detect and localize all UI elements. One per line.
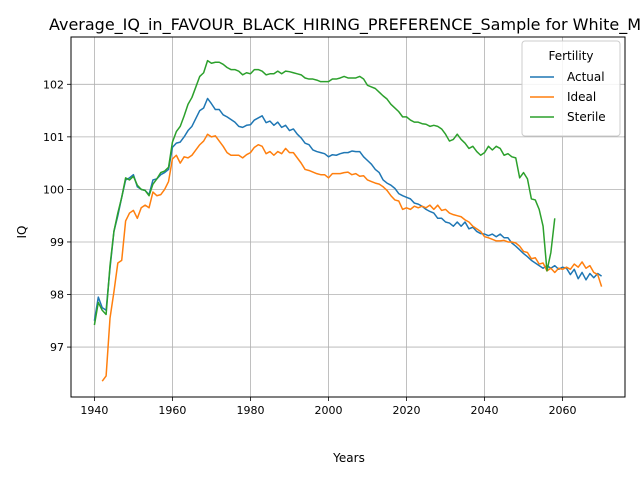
grid-lines [71,37,625,397]
axis-ticks: 1940 1960 1980 2000 2020 2040 2060 97 98 99 100 101… [43,78,577,417]
x-tick-label: 2040 [471,404,499,417]
legend-box [521,40,621,137]
x-tick-label: 2060 [549,404,577,417]
y-tick-label: 101 [43,131,64,144]
legend-label-sterile: Sterile [567,110,606,124]
series-lines [93,59,603,382]
x-tick-label: 2020 [393,404,421,417]
series-line-actual [93,97,603,321]
legend-title: Fertility [548,49,593,63]
legend: Fertility Actual Ideal Sterile [521,40,621,137]
x-tick-label: 1980 [236,404,264,417]
y-tick-label: 99 [50,236,64,249]
x-tick-label: 1960 [158,404,186,417]
y-tick-label: 102 [43,78,64,91]
legend-label-ideal: Ideal [567,90,596,104]
y-tick-label: 100 [43,183,64,196]
y-tick-label: 98 [50,289,64,302]
x-tick-label: 2000 [314,404,342,417]
series-line-sterile [93,59,556,326]
x-axis-label: Years [332,451,365,465]
plot-area-frame [70,36,626,398]
legend-label-actual: Actual [567,70,605,84]
y-axis-label: IQ [15,226,29,239]
chart-title: Average_IQ_in_FAVOUR_BLACK_HIRING_PREFER… [49,15,640,35]
legend-items: Actual Ideal Sterile [530,70,606,124]
series-line-ideal [101,133,603,382]
y-tick-label: 97 [50,341,64,354]
x-tick-label: 1940 [80,404,108,417]
